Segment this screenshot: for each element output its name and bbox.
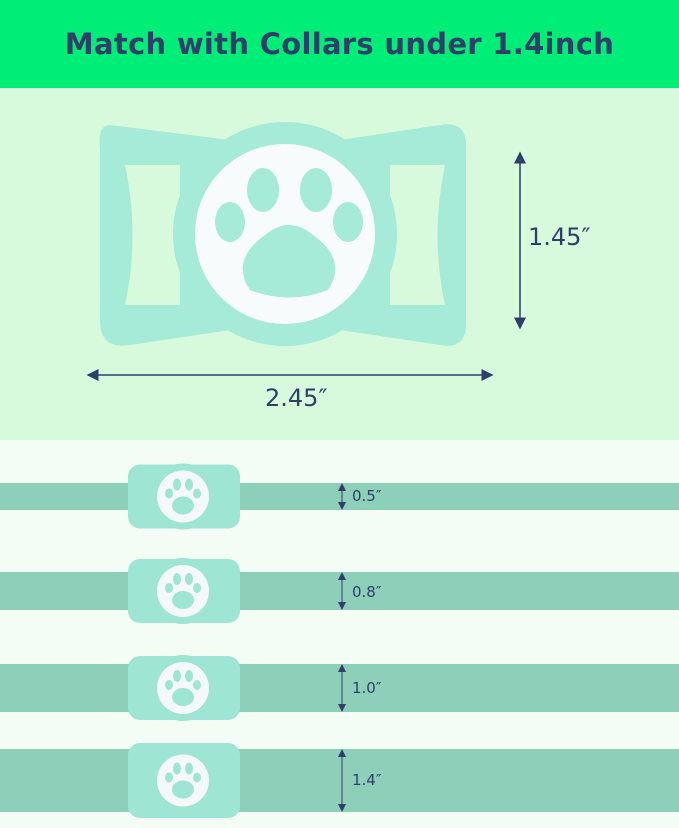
page-title: Match with Collars under 1.4inch (64, 27, 615, 61)
collar-3 (0, 655, 679, 721)
collar-width-label: 0.8″ (352, 583, 382, 601)
airtag-holder-large (99, 122, 467, 346)
collar-strap (0, 572, 679, 610)
paw-icon (165, 762, 201, 799)
paw-icon (165, 670, 201, 706)
collar-strap (0, 664, 679, 712)
collar-width-label: 1.4″ (352, 771, 382, 789)
header-banner: Match with Collars under 1.4inch (0, 0, 679, 88)
height-label: 1.45″ (528, 223, 591, 251)
collar-2 (0, 558, 679, 624)
collar-strap (0, 483, 679, 510)
collar-4 (0, 743, 679, 818)
collar-width-label: 1.0″ (352, 679, 382, 697)
collar-strap (0, 749, 679, 812)
paw-icon (165, 478, 201, 515)
paw-icon (165, 573, 201, 609)
paw-icon (215, 168, 363, 298)
collar-1 (0, 463, 679, 530)
collar-width-label: 0.5″ (352, 487, 382, 505)
width-label: 2.45″ (265, 384, 328, 412)
